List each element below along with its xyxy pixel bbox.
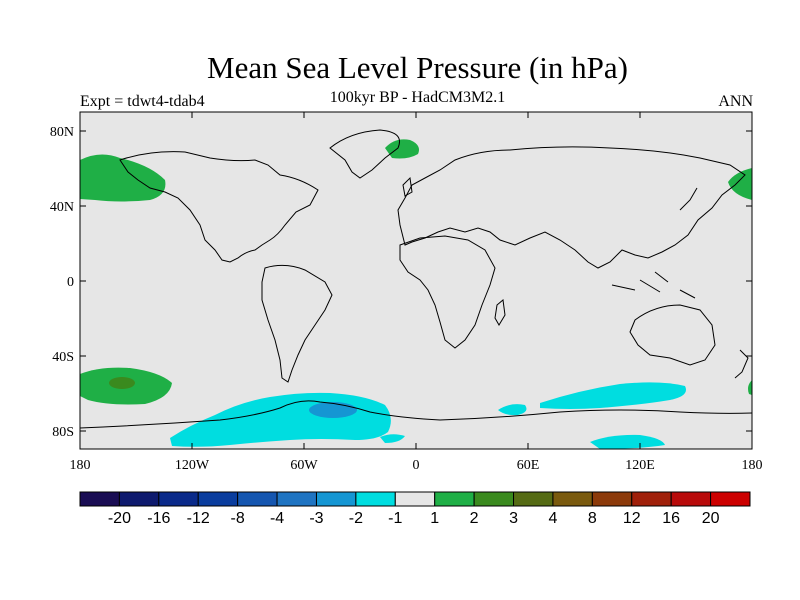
colorbar-swatch-8: [394, 491, 436, 507]
positive-anomaly-greenland: [385, 139, 419, 159]
colorbar-swatch-2: [158, 491, 199, 507]
colorbar: -20 -16 -12 -8 -4 -3 -2 -1 1 2 3 4 8 12 16 20: [79, 491, 751, 527]
colorbar-swatch-0: [79, 491, 120, 507]
lat-label-80s: 80S: [52, 425, 74, 440]
lat-label-80n: 80N: [50, 125, 74, 140]
lon-label-180w: 180: [70, 458, 91, 473]
colorbar-swatch-9: [434, 491, 475, 507]
colorbar-label: -20: [108, 510, 131, 527]
coast-new-zealand: [734, 349, 749, 379]
lon-label-120w: 120W: [175, 458, 210, 473]
positive-anomaly-north-pacific-west: [80, 154, 166, 202]
lat-label-0: 0: [67, 275, 74, 290]
coast-madagascar: [494, 299, 506, 326]
colorbar-swatch-1: [118, 491, 160, 507]
negative-core-weddell: [309, 402, 357, 418]
colorbar-swatch-7: [355, 491, 396, 507]
colorbar-swatch-5: [276, 491, 317, 507]
colorbar-label: 1: [430, 510, 439, 527]
colorbar-label: -3: [309, 510, 323, 527]
coast-indonesia: [611, 271, 696, 299]
colorbar-swatch-16: [710, 491, 751, 507]
negative-anomaly-south-indian: [540, 382, 686, 409]
colorbar-label: -16: [147, 510, 170, 527]
positive-core-south-pacific: [109, 377, 135, 389]
map-title: Mean Sea Level Pressure (in hPa): [207, 50, 628, 85]
colorbar-label: 3: [509, 510, 518, 527]
coast-south-america: [261, 264, 333, 383]
coast-australia: [629, 304, 716, 366]
colorbar-label: 4: [548, 510, 557, 527]
colorbar-label: -12: [187, 510, 210, 527]
season-label: ANN: [718, 93, 753, 110]
coast-africa: [399, 235, 496, 349]
lon-label-0: 0: [413, 458, 420, 473]
coast-greenland: [329, 129, 400, 179]
lon-label-60w: 60W: [290, 458, 318, 473]
coast-uk: [402, 176, 413, 197]
coast-antarctica: [80, 400, 752, 429]
colorbar-swatch-4: [237, 491, 278, 507]
colorbar-label: 16: [662, 510, 680, 527]
coast-eurasia: [397, 146, 746, 269]
negative-anomaly-small-a: [498, 404, 527, 416]
map-subtitle: 100kyr BP - HadCM3M2.1: [329, 89, 506, 106]
colorbar-swatch-12: [552, 491, 593, 507]
positive-anomaly-north-pacific-east: [728, 168, 752, 200]
coast-north-america: [119, 151, 319, 263]
colorbar-label: 12: [623, 510, 641, 527]
colorbar-label: -4: [270, 510, 284, 527]
colorbar-swatch-6: [315, 491, 357, 507]
lon-ticks: [191, 112, 641, 449]
coastlines: [80, 129, 752, 429]
lon-label-120e: 120E: [625, 458, 655, 473]
lat-label-40n: 40N: [50, 200, 74, 215]
colorbar-swatch-10: [473, 491, 515, 507]
colorbar-swatch-3: [197, 491, 239, 507]
negative-anomaly-antarctic-coast: [590, 434, 665, 449]
colorbar-swatch-14: [631, 491, 672, 507]
lon-label-180e: 180: [742, 458, 763, 473]
colorbar-swatch-15: [670, 491, 712, 507]
lat-label-40s: 40S: [52, 350, 74, 365]
lat-ticks: [80, 130, 752, 432]
coast-japan: [679, 187, 698, 211]
lon-label-60e: 60E: [517, 458, 540, 473]
experiment-label: Expt = tdwt4-tdab4: [80, 93, 205, 110]
colorbar-label: -1: [388, 510, 402, 527]
colorbar-label: -8: [231, 510, 245, 527]
colorbar-label: 8: [588, 510, 597, 527]
colorbar-swatch-11: [513, 491, 554, 507]
colorbar-label: -2: [349, 510, 363, 527]
anomaly-fields: [80, 139, 752, 449]
negative-anomaly-small-b: [380, 434, 405, 443]
colorbar-label: 2: [470, 510, 479, 527]
positive-anomaly-edge-south: [748, 380, 752, 395]
colorbar-swatch-13: [591, 491, 633, 507]
colorbar-label: 20: [702, 510, 720, 527]
